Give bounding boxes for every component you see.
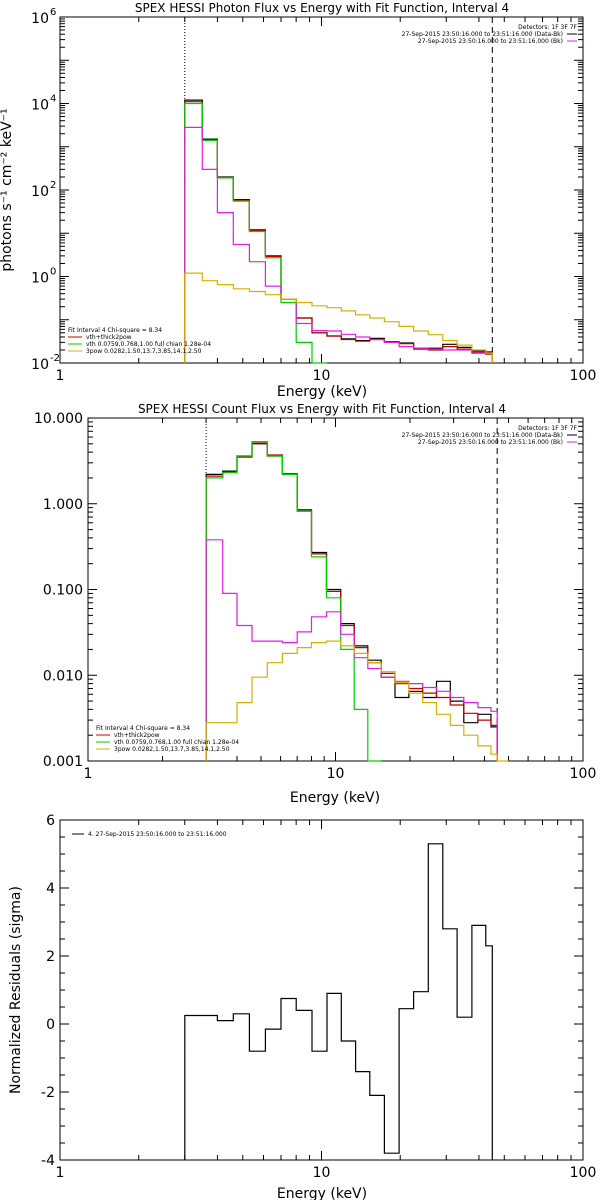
legend-text: vth 0.0759,0.768,1.00 full chian 1.28e-0…	[86, 341, 211, 348]
series-line	[184, 126, 493, 363]
x-tick-label: 10	[313, 1165, 331, 1181]
x-tick-label: 1	[56, 1165, 65, 1181]
y-tick-label: 10	[31, 184, 49, 200]
y-tick-label: 10	[31, 11, 49, 27]
x-axis-label: Energy (keV)	[277, 1186, 367, 1200]
photon-flux-title: SPEX HESSI Photon Flux vs Energy with Fi…	[135, 1, 509, 15]
y-tick-exponent: -2	[50, 353, 60, 364]
legend-text: vth+thick2pow	[114, 732, 160, 739]
series-line	[205, 441, 382, 762]
count-flux-panel: SPEX HESSI Count Flux vs Energy with Fit…	[34, 402, 596, 806]
x-tick-label: 100	[570, 1165, 597, 1181]
x-tick-label: 1	[56, 368, 65, 384]
legend-text: 27-Sep-2015 23:50:16.000 to 23:51:16.000…	[402, 31, 563, 38]
plot-frame	[59, 819, 584, 1161]
x-tick-label: 100	[570, 766, 597, 782]
x-tick-label: 10	[313, 368, 331, 384]
x-tick-label: 100	[570, 368, 597, 384]
legend-text: 4. 27-Sep-2015 23:50:16.000 to 23:51:16.…	[88, 831, 227, 838]
y-tick-label: 4	[46, 881, 55, 897]
y-tick-label: 0.001	[43, 754, 83, 770]
y-tick-label: 0.100	[43, 583, 83, 599]
y-tick-exponent: 2	[50, 180, 56, 191]
y-tick-label: -4	[41, 1153, 55, 1169]
y-axis-label: Normalized Residuals (sigma)	[8, 886, 24, 1094]
y-tick-label: 0.010	[43, 668, 83, 684]
y-tick-label: -2	[41, 1085, 55, 1101]
y-tick-label: 1.000	[43, 497, 83, 513]
y-tick-label: 6	[46, 813, 55, 829]
series-line	[184, 843, 493, 1160]
x-tick-label: 10	[327, 766, 345, 782]
legend-text: vth+thick2pow	[86, 334, 132, 341]
plot-frame	[59, 16, 584, 364]
series-line	[184, 101, 493, 363]
count-flux-title: SPEX HESSI Count Flux vs Energy with Fit…	[138, 402, 506, 416]
series-line	[184, 99, 493, 363]
x-tick-label: 1	[84, 766, 93, 782]
y-tick-label: 10	[31, 357, 49, 373]
series-line	[205, 539, 498, 761]
residuals-panel: 1 10 100 -4 -2 0 2 4 6 4. 27-Sep-2015 23:50:16.00…	[8, 813, 596, 1200]
legend-text: Detectors: 1F 3F 7F	[518, 425, 577, 432]
series-line	[205, 640, 509, 762]
x-axis-label: Energy (keV)	[290, 790, 380, 806]
legend-text: 27-Sep-2015 23:50:16.000 to 23:51:16.000…	[418, 439, 563, 446]
series-line	[184, 272, 493, 363]
legend-text: 27-Sep-2015 23:50:16.000 to 23:51:16.000…	[418, 38, 563, 45]
legend-text: 3pow 0.0282,1.50,13.7,3.85,14.1,2.50	[86, 348, 202, 355]
y-tick-exponent: 0	[50, 267, 56, 278]
legend-text: Fit Interval 4 Chi-square = 8.34	[68, 327, 162, 334]
y-tick-exponent: 4	[50, 94, 56, 105]
photon-flux-panel: SPEX HESSI Photon Flux vs Energy with Fi…	[0, 1, 596, 400]
y-tick-label: 10	[31, 271, 49, 287]
legend-text: 3pow 0.0282,1.50,13.7,3.85,14.1,2.50	[114, 746, 230, 753]
y-tick-label: 0	[46, 1017, 55, 1033]
y-tick-label: 10	[31, 98, 49, 114]
series-line	[205, 442, 498, 761]
legend-text: Fit Interval 4 Chi-square = 8.34	[96, 725, 190, 732]
x-axis-label: Energy (keV)	[277, 384, 367, 400]
y-axis-label: photons s⁻¹ cm⁻² keV⁻¹	[0, 108, 15, 271]
y-tick-label: 2	[46, 949, 55, 965]
y-tick-label: 10.000	[34, 411, 83, 427]
series-line	[205, 443, 498, 761]
legend-text: Detectors: 1F 3F 7F	[518, 24, 577, 31]
y-tick-exponent: 6	[50, 7, 56, 18]
legend-text: 27-Sep-2015 23:50:16.000 to 23:51:16.000…	[402, 432, 563, 439]
legend-text: vth 0.0759,0.768,1.00 full chian 1.28e-0…	[114, 739, 239, 746]
